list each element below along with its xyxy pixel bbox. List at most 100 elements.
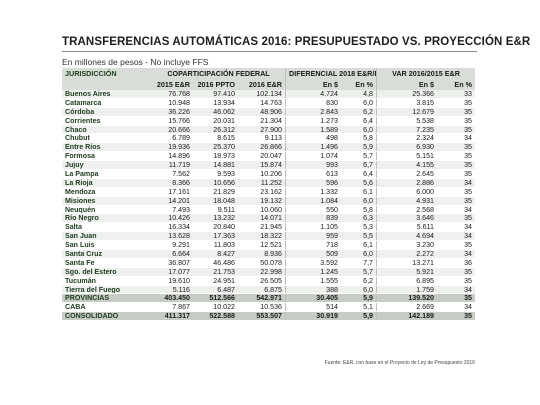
jurisdiction-name: Tucumán [65, 276, 97, 285]
header-col: 2015 E&R [156, 80, 190, 89]
table-cell: 839 [326, 214, 338, 223]
table-cell: 1.555 [320, 276, 338, 285]
table-cell: 6,4 [341, 170, 377, 178]
table-cell: 35 [464, 98, 472, 107]
header-col: En % [341, 79, 377, 90]
table-row: Entre Ríos 19.936 25.370 26.866 1.496 5,9 6.93… [62, 143, 475, 153]
table-cell: 9.593 [217, 170, 235, 178]
table-cell: 550 [326, 205, 338, 214]
table-cell: 13.628 [168, 232, 190, 241]
table-cell: 9.113 [238, 134, 286, 143]
table-cell: 36 [464, 258, 472, 267]
table-row: CABA 7.867 10.022 10.536 514 5,1 2.669 34 [62, 303, 475, 313]
table-cell: 613 [326, 170, 338, 178]
table-cell: 8.427 [217, 250, 235, 258]
table-cell: 6,0 [341, 250, 377, 258]
table-cell: 5,9 [341, 143, 377, 152]
table-cell: 25.370 [213, 143, 235, 152]
table-cell: 26.866 [238, 143, 286, 152]
table-row: Catamarca 10.948 13.934 14.763 830 6,0 3.815 35 [62, 98, 475, 108]
table-cell: 26.312 [213, 125, 235, 134]
table-cell: 21.304 [238, 116, 286, 125]
table-cell: 6,0 [341, 125, 377, 134]
table-cell: 4.931 [416, 196, 434, 205]
table-cell: 3.592 [320, 258, 338, 267]
table-cell: 11.719 [168, 161, 190, 170]
jurisdiction-name: Sgo. del Estero [65, 267, 117, 276]
table-cell: 20.031 [213, 116, 235, 125]
table-cell: 5,9 [341, 312, 377, 321]
table-row: Tucumán 19.610 24.951 26.505 1.555 6,2 6.895 35 [62, 276, 475, 286]
table-cell: 36.807 [168, 258, 190, 267]
jurisdiction-name: Santa Cruz [65, 250, 103, 258]
table-cell: 14.763 [238, 98, 286, 107]
table-cell: 6,2 [341, 107, 377, 116]
table-cell: 2.669 [416, 303, 434, 312]
table-cell: 2.645 [416, 170, 434, 178]
table-cell: 33 [464, 90, 472, 98]
table-cell: 35 [464, 196, 472, 205]
table-cell: 19.132 [238, 196, 286, 205]
transfers-table: JURISDICCIÓN COPARTICIPACIÓN FEDERAL DIF… [62, 68, 475, 322]
table-cell: 26.505 [238, 276, 286, 285]
table-cell: 6,0 [341, 196, 377, 205]
table-cell: 35 [464, 116, 472, 125]
jurisdiction-name: Río Negro [65, 214, 99, 223]
table-cell: 6.895 [416, 276, 434, 285]
table-cell: 15.874 [238, 161, 286, 170]
table-cell: 97.410 [213, 90, 235, 98]
jurisdiction-name: San Luis [65, 241, 95, 250]
table-cell: 34 [464, 205, 472, 214]
table-cell: 8.936 [238, 250, 286, 258]
table-cell: 5.538 [416, 116, 434, 125]
table-row: Santa Fe 36.807 46.486 50.078 3.592 7,7 13.271… [62, 258, 475, 268]
table-cell: 5,6 [341, 178, 377, 187]
table-cell: 142.189 [408, 312, 434, 321]
table-cell: 5,7 [341, 267, 377, 276]
table-cell: 15.766 [168, 116, 190, 125]
table-row: Río Negro 10.426 13.232 14.071 839 6,3 3.646 35 [62, 214, 475, 224]
source-footnote: Fuente: E&R, con base en el Proyecto de … [324, 360, 475, 366]
table-cell: 1.245 [320, 267, 338, 276]
table-cell: 10.948 [168, 98, 190, 107]
table-cell: 8.615 [217, 134, 235, 143]
table-cell: 2.568 [416, 205, 434, 214]
table-cell: 13.934 [213, 98, 235, 107]
table-cell: 11.803 [213, 241, 235, 250]
table-cell: 14.201 [168, 196, 190, 205]
table-cell: 4.724 [320, 90, 338, 98]
jurisdiction-name: Chaco [65, 125, 87, 134]
table-cell: 6.789 [172, 134, 190, 143]
table-cell: 19.610 [168, 276, 190, 285]
table-row: Sgo. del Estero 17.077 21.753 22.998 1.245 5,… [62, 267, 475, 277]
table-cell: 34 [464, 303, 472, 312]
table-cell: 14.896 [168, 152, 190, 161]
total-row: PROVINCIAS 403.450 512.566 542.971 30.405 5,9… [62, 294, 475, 304]
table-cell: 4.155 [416, 161, 434, 170]
header-blank [62, 79, 152, 90]
table-cell: 76.768 [168, 90, 190, 98]
table-cell: 542.971 [238, 294, 286, 303]
table-cell: 36.226 [168, 107, 190, 116]
table-cell: 2.843 [320, 107, 338, 116]
table-cell: 1.105 [320, 223, 338, 232]
header-variacion: VAR 2016/2015 E&R [392, 69, 460, 78]
jurisdiction-name: Neuquén [65, 205, 96, 214]
table-cell: 21.829 [213, 187, 235, 196]
header-col: En $ [418, 80, 434, 89]
table-cell: 34 [464, 250, 472, 258]
table-cell: 35 [464, 276, 472, 285]
table-title: TRANSFERENCIAS AUTOMÁTICAS 2016: PRESUPU… [62, 36, 531, 48]
table-cell: 596 [326, 178, 338, 187]
header-col: 2016 E&R [238, 79, 286, 90]
header-row-columns: 2015 E&R 2016 PPTO 2016 E&R En $ En % En… [62, 79, 475, 90]
table-row: Chubut 6.789 8.615 9.113 498 5,8 2.324 34 [62, 134, 475, 144]
table-cell: 19.936 [168, 143, 190, 152]
header-col: En % [454, 80, 472, 89]
table-row: Tierra del Fuego 5.116 6.487 6.875 388 6,0 1.7… [62, 285, 475, 295]
table-cell: 10.426 [168, 214, 190, 223]
table-cell: 17.363 [213, 232, 235, 241]
table-cell: 1.759 [416, 285, 434, 294]
table-cell: 5.151 [416, 152, 434, 161]
